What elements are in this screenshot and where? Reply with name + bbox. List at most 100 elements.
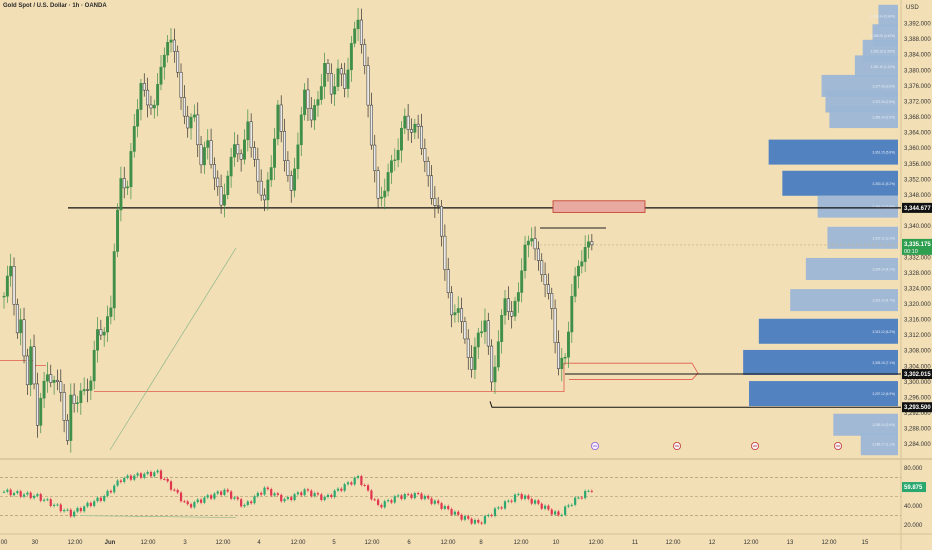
candle-body — [556, 342, 560, 369]
osc-bar — [240, 499, 243, 507]
osc-bar — [303, 489, 306, 496]
candle-body — [490, 345, 494, 383]
price-tick: 3,300.000 — [904, 380, 931, 386]
osc-bar — [256, 492, 259, 497]
vp-bar-label: 3,373.16 (2.8%) — [872, 100, 895, 104]
osc-bar — [103, 496, 106, 501]
osc-bar — [300, 492, 303, 496]
candle-body — [192, 114, 196, 118]
vp-bar — [817, 195, 898, 218]
event-marker[interactable] — [834, 441, 843, 450]
osc-bar — [16, 491, 19, 494]
osc-bar — [143, 473, 146, 478]
candle-body — [119, 178, 123, 211]
time-tick: 12:00 — [821, 540, 837, 546]
candle-body — [466, 338, 470, 358]
osc-bar — [236, 497, 239, 500]
price-tick: 3,380.000 — [904, 68, 931, 74]
osc-bar — [340, 488, 343, 491]
candle-body — [353, 28, 357, 44]
symbol-title[interactable]: Gold Spot / U.S. Dollar · 1h · OANDA — [3, 3, 107, 9]
osc-bar — [500, 507, 503, 509]
candle-body — [339, 68, 343, 75]
candle-body — [12, 265, 16, 305]
candle-body — [553, 308, 557, 343]
osc-bar — [350, 482, 353, 485]
time-tick: 5 — [332, 540, 336, 546]
osc-bar — [463, 516, 467, 520]
currency-label[interactable]: USD — [906, 5, 919, 11]
time-tick: 30 — [32, 540, 39, 546]
price-tick: 3,332.000 — [904, 255, 931, 261]
candle-body — [516, 292, 520, 302]
osc-bar — [420, 493, 423, 500]
osc-bar — [53, 504, 56, 506]
candle-body — [186, 115, 190, 129]
osc-bar — [73, 511, 76, 517]
candle-body — [453, 312, 457, 316]
candle-body — [106, 316, 109, 333]
event-marker[interactable] — [751, 441, 760, 450]
time-tick: 12:00 — [67, 540, 83, 546]
osc-bar — [12, 493, 16, 496]
osc-bar — [577, 497, 580, 499]
osc-bar — [113, 485, 116, 493]
osc-bar — [537, 500, 540, 504]
osc-bar — [430, 498, 433, 504]
candle-body — [430, 175, 433, 199]
osc-bar — [533, 500, 537, 504]
osc-bar — [32, 495, 36, 499]
price-tick: 3,388.000 — [904, 37, 931, 43]
candle-body — [2, 295, 6, 298]
candle-body — [510, 311, 514, 317]
vp-bar-label: 3,329.14 (4.1%) — [872, 267, 895, 271]
osc-bar — [79, 507, 82, 512]
osc-bar — [96, 497, 99, 502]
price-tick: 3,372.000 — [904, 99, 931, 105]
candle-body — [32, 346, 36, 385]
osc-bar — [283, 499, 286, 502]
osc-bar — [280, 494, 283, 502]
candle-body — [246, 121, 250, 141]
osc-bar — [567, 505, 570, 507]
vp-bar-label: 3,393.24 (0.34%) — [871, 14, 895, 18]
candle-body — [39, 397, 43, 426]
osc-bar — [42, 499, 46, 501]
osc-value-tag-bg — [902, 482, 926, 493]
vp-bar — [878, 4, 898, 27]
osc-bar — [557, 511, 560, 516]
event-marker[interactable] — [591, 441, 600, 450]
candle-body — [9, 265, 13, 277]
vp-bar-label: 3,361.15 (5.8%) — [872, 151, 895, 155]
osc-bar — [139, 473, 143, 478]
price-tick: 3,384.000 — [904, 53, 931, 59]
support-2-line — [489, 401, 901, 408]
vp-bar — [860, 433, 898, 456]
event-markers — [591, 441, 843, 450]
osc-bar — [370, 490, 373, 500]
time-tick: 12:00 — [215, 540, 231, 546]
osc-bar — [387, 500, 390, 502]
candle-body — [316, 99, 320, 106]
candle-body — [543, 274, 547, 285]
candle-body — [146, 89, 150, 106]
osc-bar — [76, 507, 79, 512]
candle-body — [249, 121, 253, 148]
osc-bar — [427, 495, 430, 499]
osc-bar — [457, 511, 460, 515]
vp-bar — [790, 289, 898, 312]
event-marker[interactable] — [673, 441, 682, 450]
time-tick: 6 — [407, 540, 411, 546]
vp-bar — [833, 413, 898, 436]
osc-bar — [450, 509, 453, 515]
osc-bar — [133, 475, 136, 480]
osc-bar — [437, 500, 440, 504]
support-2-price-tag: 3,293.500 — [904, 405, 931, 411]
candle-body — [79, 390, 83, 403]
vp-bar-label: 3,385.18 (1.55%) — [871, 49, 895, 53]
candle-body — [319, 86, 323, 100]
osc-bar — [149, 471, 153, 477]
candle-body — [273, 138, 276, 168]
candle-body — [363, 44, 367, 66]
